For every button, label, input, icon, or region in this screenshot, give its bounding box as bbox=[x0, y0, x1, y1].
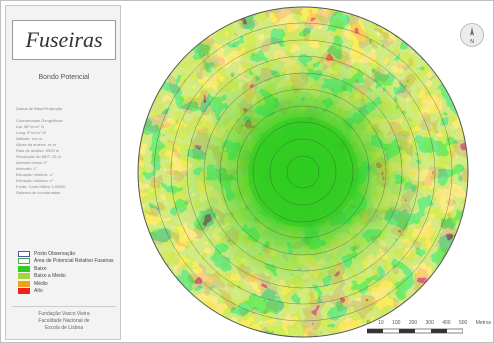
legend-item: Alto bbox=[18, 288, 122, 296]
scale-tick-label: 10 bbox=[378, 320, 384, 326]
viewshed-raster bbox=[138, 7, 468, 337]
info-line: Fonte: Carta Militar 1:25000 bbox=[16, 184, 66, 189]
credit-line: Fundação Vasco Vieira bbox=[38, 311, 90, 317]
viewshed-map[interactable] bbox=[125, 5, 491, 340]
credits-divider bbox=[12, 306, 116, 307]
info-line: Elevação mínima: -x° bbox=[16, 172, 54, 177]
map-info-block: Dados de Base/Projecção Coordenadas Geog… bbox=[16, 106, 116, 196]
info-line: Altitude: xxx m bbox=[16, 136, 43, 141]
scale-tick-label: 500 bbox=[458, 320, 468, 326]
legend-label: Posto Observação bbox=[34, 250, 76, 257]
info-line: Dados de Base/Projecção bbox=[16, 106, 63, 111]
legend-swatch bbox=[18, 250, 30, 257]
info-line: Intervalo: 1° bbox=[16, 166, 38, 171]
legend-swatch bbox=[18, 258, 30, 265]
legend-panel: Fuseiras Bondo Potencial Dados de Base/P… bbox=[5, 5, 121, 340]
scale-bar bbox=[367, 328, 463, 334]
legend-swatch bbox=[18, 265, 30, 272]
scale-tick-label: 0 bbox=[367, 320, 370, 326]
map-credits: Fundação Vasco Vieira Faculdade Nacional … bbox=[12, 311, 116, 332]
info-line: Raio de análise: 5000 m bbox=[16, 148, 60, 153]
map-legend: Posto Observação Área de Potencial Relati… bbox=[18, 250, 122, 295]
credit-line: Faculdade Nacional de bbox=[38, 318, 90, 324]
legend-swatch bbox=[18, 288, 30, 295]
map-subtitle: Bondo Potencial bbox=[38, 74, 90, 81]
title-box: Fuseiras bbox=[12, 20, 116, 60]
legend-label: Baixo a Médio bbox=[34, 273, 66, 280]
scale-tick-label: 400 bbox=[442, 320, 451, 326]
legend-label: Médio bbox=[34, 280, 48, 287]
info-line: Altura da antena: xx m bbox=[16, 142, 57, 147]
info-line: Long: 9°xx'xx" W bbox=[16, 130, 47, 135]
analysis-boundary bbox=[137, 6, 469, 338]
range-rings bbox=[153, 22, 453, 322]
info-line: Coordenadas Geográficas bbox=[16, 118, 63, 123]
legend-item: Área de Potencial Relativo Fuseiras bbox=[18, 258, 122, 266]
north-arrow: N bbox=[460, 23, 484, 47]
info-line: Lat: 38°xx'xx" N bbox=[16, 124, 45, 129]
credit-line: Escola de Lisboa bbox=[44, 325, 84, 331]
legend-item: Médio bbox=[18, 280, 122, 288]
info-line: Resolução do MDT: 25 m bbox=[16, 154, 61, 159]
scale-tick-label: 200 bbox=[408, 320, 418, 326]
scale-labels: 0 10 100 200 300 400 500 Metros bbox=[367, 320, 491, 326]
legend-swatch bbox=[18, 273, 30, 280]
legend-label: Baixo bbox=[34, 265, 47, 272]
scale-tick-label: 300 bbox=[425, 320, 434, 326]
legend-swatch bbox=[18, 280, 30, 287]
info-line: Azimute inicial: 0° bbox=[16, 160, 48, 165]
legend-item: Baixo bbox=[18, 265, 122, 273]
scale-unit: Metros bbox=[475, 320, 491, 326]
legend-label: Área de Potencial Relativo Fuseiras bbox=[34, 258, 114, 265]
info-line: Elevação máxima: x° bbox=[16, 178, 54, 183]
legend-item: Posto Observação bbox=[18, 250, 122, 258]
legend-item: Baixo a Médio bbox=[18, 273, 122, 281]
legend-label: Alto bbox=[34, 288, 43, 295]
scale-tick-label: 100 bbox=[392, 320, 401, 326]
north-label: N bbox=[470, 39, 474, 45]
info-line: Sistema de coordenadas bbox=[16, 190, 61, 195]
map-title: Fuseiras bbox=[25, 27, 103, 52]
